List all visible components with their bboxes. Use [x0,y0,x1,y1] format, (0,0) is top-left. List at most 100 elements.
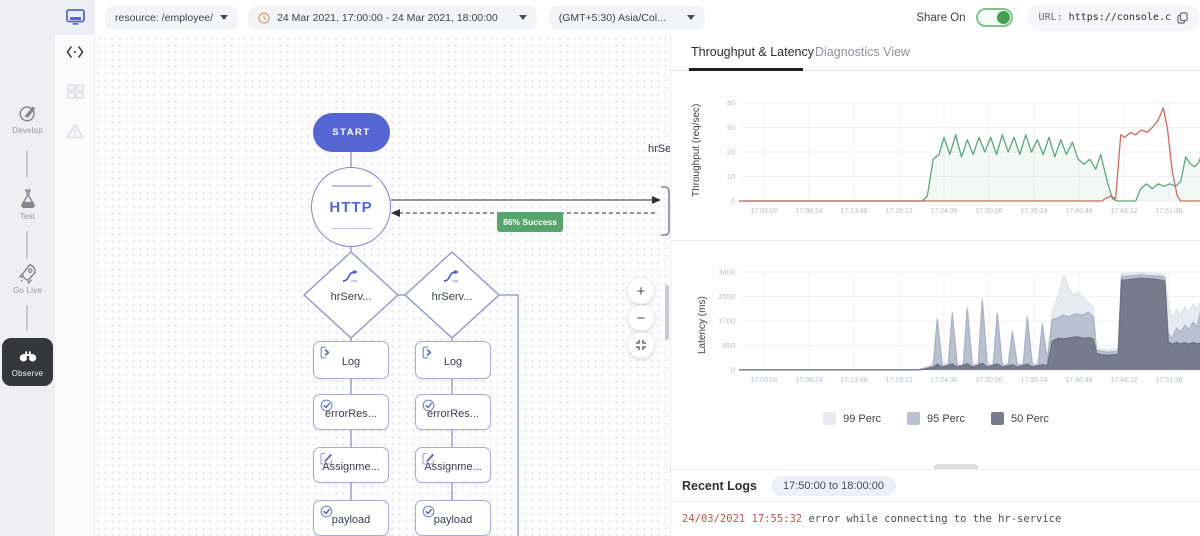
chevron-down-icon [220,15,229,20]
pencil-icon [320,452,333,465]
toggle-knob [996,11,1010,24]
svg-text:17:46:12: 17:46:12 [1110,377,1137,384]
chevron-down-icon [686,15,695,20]
log-icon [422,346,432,359]
url-label: URL: [1038,12,1063,23]
code-icon [66,46,84,58]
svg-text:17:13:48: 17:13:48 [840,208,867,215]
svg-text:17:03:00: 17:03:00 [750,377,777,384]
legend-swatch-95perc [907,412,921,425]
timezone-dropdown[interactable]: (GMT+5:30) Asia/Col... [548,5,705,30]
branch-node-right[interactable] [404,251,500,339]
zoom-out-button[interactable]: − [628,305,654,331]
http-node-label: HTTP [329,198,373,216]
recent-logs-range-badge[interactable]: 17:50:00 to 18:00:00 [771,475,896,496]
active-tab-underline [689,68,803,71]
log-node-label: Log [341,356,361,368]
log-icon [320,346,330,359]
assignment-node[interactable]: Assignme... [313,447,389,483]
binoculars-icon [19,351,36,362]
diagnostics-warning-button[interactable] [55,123,95,139]
svg-text:17:35:24: 17:35:24 [1020,377,1047,384]
milestone-connector [26,150,28,178]
error-response-label: errorRes... [427,408,479,420]
assignment-label: Assignme... [322,461,380,473]
clock-icon [258,11,270,24]
log-node[interactable]: Log [313,341,389,379]
throughput-chart: 0 10 20 30 40 17:03:00 17:08:24 17:13:48 17:19:1… [727,99,1200,215]
success-rate-badge: 86% Success [497,212,563,232]
error-response-node[interactable]: errorRes... [313,394,389,430]
svg-text:17:30:00: 17:30:00 [975,377,1002,384]
svg-text:17:35:24: 17:35:24 [1020,208,1047,215]
svg-text:850: 850 [722,341,735,350]
topbar: resource: /employee/ 24 Mar 2021, 17:00:… [95,0,1200,35]
zoom-in-button[interactable]: + [628,278,654,304]
error-response-node[interactable]: errorRes... [415,394,491,430]
svg-text:17:51:36: 17:51:36 [1155,208,1182,215]
log-node[interactable]: Log [415,341,491,379]
flow-diagram-canvas[interactable]: hrServ... hrServ... START HTTP hrSe 86% … [95,35,670,536]
tab-throughput-latency[interactable]: Throughput & Latency [691,45,814,59]
throughput-y-axis-label: Throughput (req/sec) [691,103,702,197]
http-node[interactable]: HTTP [311,167,391,247]
panel-divider [671,240,1200,241]
grid-icon [66,84,84,99]
milestone-label: Go Live [13,286,42,295]
log-entry: 24/03/2021 17:55:32 error while connecti… [682,513,1061,525]
milestone-label: Observe [11,369,44,378]
minus-icon: − [636,309,646,327]
legend-item-50perc: 50 Perc [990,412,1049,425]
monitor-view-button[interactable] [55,0,95,35]
resource-dropdown-value: resource: /employee/ [115,11,214,24]
legend-label: 95 Perc [927,412,965,425]
url-value: https://console.c [1068,12,1171,23]
svg-text:1700: 1700 [718,317,735,326]
check-circle-icon [422,399,435,412]
endpoint-label: hrSe [648,143,670,155]
panel-resize-handle[interactable] [934,464,978,472]
daterange-dropdown[interactable]: 24 Mar 2021, 17:00:00 - 24 Mar 2021, 18:… [248,5,537,30]
milestone-test[interactable]: Test [0,188,55,221]
svg-text:17:08:24: 17:08:24 [795,208,822,215]
svg-text:0: 0 [731,197,735,206]
svg-text:17:19:12: 17:19:12 [885,208,912,215]
error-response-label: errorRes... [325,408,377,420]
payload-node[interactable]: payload [313,500,389,536]
svg-text:0: 0 [731,366,735,375]
latency-chart: 0 850 1700 2550 3400 17:03:00 17:08:24 17:13:48… [718,268,1200,384]
svg-text:17:24:36: 17:24:36 [930,208,957,215]
resource-dropdown[interactable]: resource: /employee/ [105,5,239,30]
rocket-icon [17,264,36,284]
assignment-node[interactable]: Assignme... [415,447,491,483]
svg-text:17:08:24: 17:08:24 [795,377,822,384]
develop-icon [18,106,35,122]
tab-diagnostics-view[interactable]: Diagnostics View [815,45,910,59]
share-url-pill[interactable]: URL: https://console.c [1026,4,1200,31]
milestone-observe[interactable]: Observe [2,338,53,386]
layout-view-button[interactable] [55,84,95,99]
legend-label: 50 Perc [1010,412,1049,425]
fit-to-screen-button[interactable] [628,332,654,358]
check-circle-icon [422,505,435,518]
svg-text:2550: 2550 [718,292,735,301]
start-node[interactable]: START [313,113,390,152]
code-view-button[interactable] [55,45,95,59]
legend-item-95perc: 95 Perc [907,412,965,425]
milestone-label: Test [19,212,36,221]
warning-triangle-icon [66,123,84,139]
canvas-scrollbar[interactable] [665,285,669,340]
payload-label: payload [433,514,473,526]
svg-text:17:40:48: 17:40:48 [1065,208,1092,215]
daterange-dropdown-value: 24 Mar 2021, 17:00:00 - 24 Mar 2021, 18:… [277,11,498,24]
payload-label: payload [331,514,371,526]
milestone-go-live[interactable]: Go Live [0,262,55,295]
share-toggle[interactable] [975,8,1013,27]
payload-node[interactable]: payload [415,500,491,536]
milestone-rail: Develop Test Go Live [0,0,55,536]
svg-text:17:03:00: 17:03:00 [750,208,777,215]
milestone-develop[interactable]: Develop [0,102,55,135]
branch-node-left[interactable] [303,251,399,339]
svg-text:17:24:36: 17:24:36 [930,377,957,384]
